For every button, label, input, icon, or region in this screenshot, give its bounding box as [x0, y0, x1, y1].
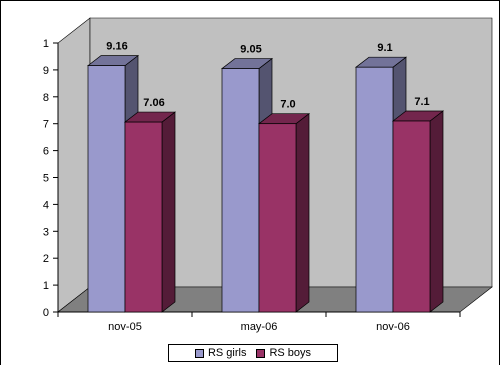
side-wall: [57, 17, 91, 313]
data-label: 7.1: [414, 96, 429, 108]
bar-side-boys: [295, 112, 310, 313]
data-label: 7.06: [143, 97, 164, 109]
x-tick-label: nov-05: [108, 321, 142, 333]
y-tick-label: 9: [43, 65, 49, 77]
y-tick-label: 2: [43, 253, 49, 265]
bar-boys: [392, 120, 431, 313]
bar-boys: [258, 123, 297, 313]
y-tick-label: 6: [43, 146, 49, 158]
data-label: 9.05: [240, 44, 261, 56]
y-tick-label: 1: [43, 280, 49, 292]
bar-side-boys: [161, 111, 176, 313]
x-tick-label: nov-06: [376, 321, 410, 333]
data-label: 7.0: [280, 99, 295, 111]
bar-side-boys: [429, 110, 444, 313]
legend-item-girls: RS girls: [194, 347, 247, 359]
data-label: 9.16: [106, 41, 127, 53]
bar-girls: [355, 66, 394, 313]
legend-item-boys: RS boys: [256, 347, 311, 359]
bar-girls: [87, 65, 126, 313]
legend-swatch-girls: [194, 348, 204, 358]
y-tick-label: 7: [43, 119, 49, 131]
bar-girls: [221, 68, 260, 313]
y-tick-label: 1: [43, 38, 49, 50]
legend-label-girls: RS girls: [207, 347, 247, 359]
y-tick-label: 3: [43, 226, 49, 238]
legend-label-boys: RS boys: [269, 347, 312, 359]
legend: RS girls RS boys: [168, 344, 338, 362]
y-tick-label: 5: [43, 173, 49, 185]
bar-boys: [124, 121, 163, 313]
legend-swatch-boys: [256, 348, 266, 358]
y-tick-label: 0: [43, 307, 49, 319]
y-tick-label: 8: [43, 92, 49, 104]
x-tick-label: may-06: [241, 321, 278, 333]
data-label: 9.1: [377, 42, 392, 54]
y-tick-label: 4: [43, 199, 49, 211]
